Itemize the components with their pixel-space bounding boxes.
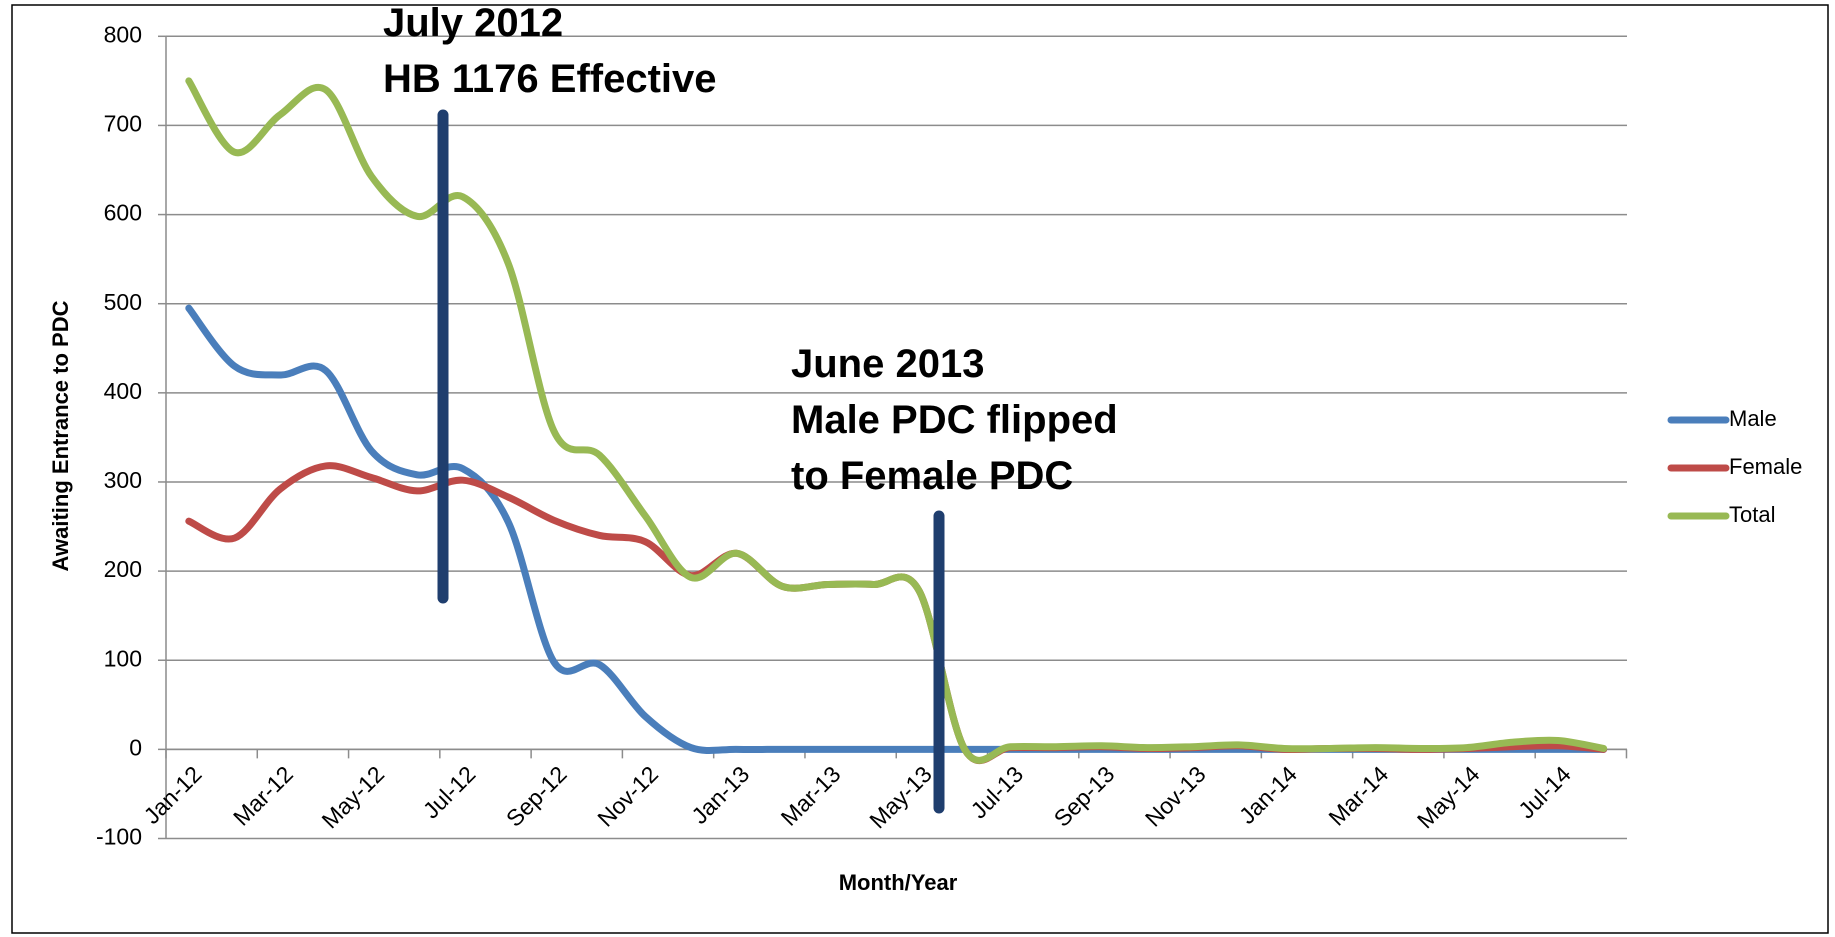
y-tick-label: 100 xyxy=(104,645,142,671)
y-tick-label: 800 xyxy=(104,21,142,47)
legend-label: Total xyxy=(1729,502,1775,527)
y-tick-label: 0 xyxy=(129,734,142,760)
y-tick-label: 300 xyxy=(104,467,142,493)
annotation-text: Male PDC flipped xyxy=(791,398,1118,442)
y-tick-label: 600 xyxy=(104,200,142,226)
y-tick-label: 700 xyxy=(104,111,142,137)
annotation-text: June 2013 xyxy=(791,342,984,386)
y-tick-label: 500 xyxy=(104,289,142,315)
annotation-text: HB 1176 Effective xyxy=(383,57,717,101)
series-line xyxy=(185,77,1608,764)
x-axis-title: Month/Year xyxy=(839,870,958,895)
y-axis-title: Awaiting Entrance to PDC xyxy=(48,300,73,571)
legend-label: Male xyxy=(1729,406,1777,431)
annotation-text: July 2012 xyxy=(383,1,563,45)
y-tick-label: 400 xyxy=(104,378,142,404)
y-tick-label: 200 xyxy=(104,556,142,582)
y-tick-label: -100 xyxy=(96,824,142,850)
legend-label: Female xyxy=(1729,454,1802,479)
annotation-text: to Female PDC xyxy=(791,454,1073,498)
